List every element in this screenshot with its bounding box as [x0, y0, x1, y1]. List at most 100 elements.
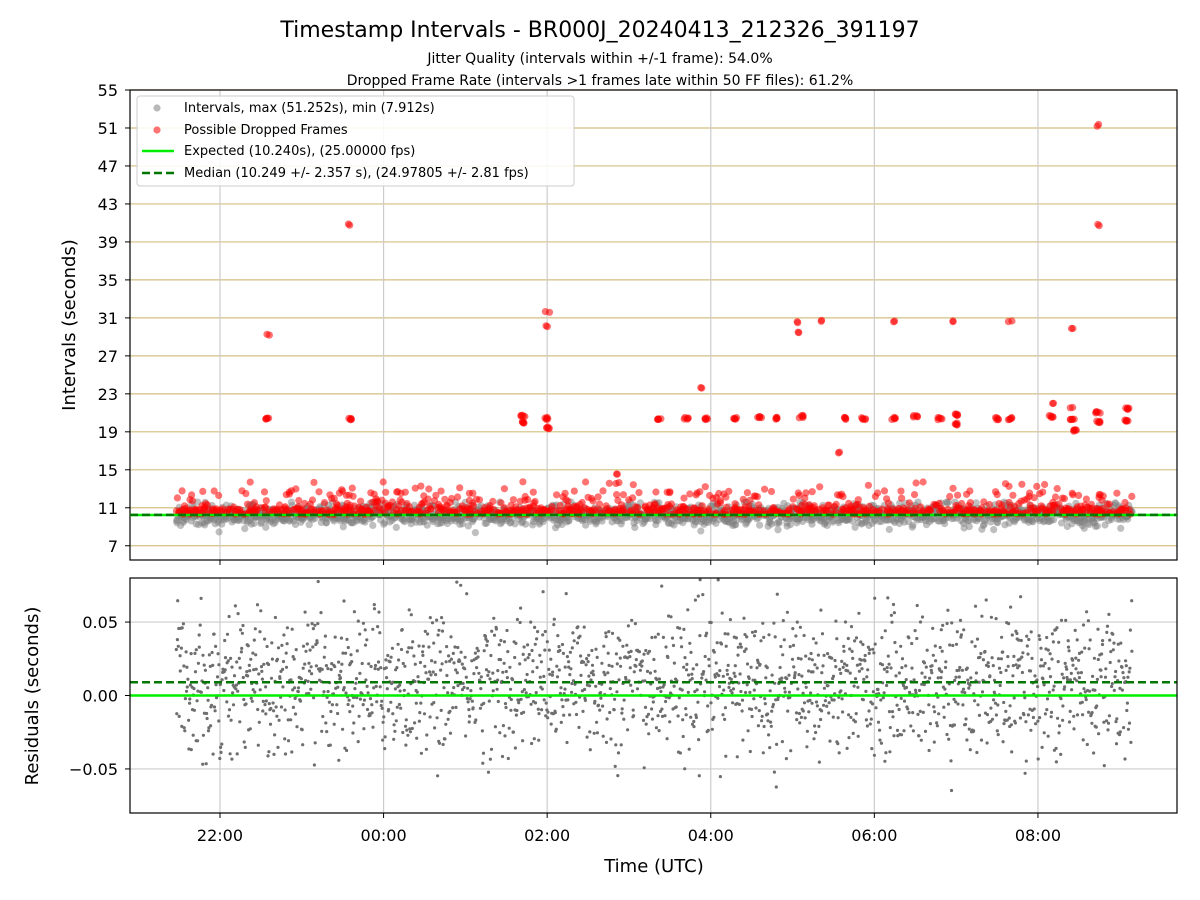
residual-point: [333, 635, 337, 639]
residual-point: [438, 650, 442, 654]
residual-point: [367, 662, 371, 666]
residual-point: [283, 708, 287, 712]
residual-point: [188, 697, 192, 701]
residual-point: [264, 712, 268, 716]
residual-point: [335, 703, 339, 707]
residual-point: [428, 616, 432, 620]
residual-point: [657, 677, 662, 681]
residual-point: [1083, 690, 1087, 694]
residual-point: [551, 670, 555, 674]
residual-point: [1084, 698, 1088, 702]
residual-point: [217, 719, 221, 723]
residual-point: [747, 676, 751, 681]
residual-point: [933, 710, 937, 714]
residual-point: [975, 637, 980, 641]
residual-point: [836, 742, 840, 746]
dropped-frame-point: [262, 415, 270, 423]
residual-point: [736, 645, 740, 649]
residual-point: [488, 677, 492, 681]
residual-point: [417, 719, 421, 723]
residual-point: [1012, 696, 1016, 700]
residual-point: [867, 651, 871, 656]
interval-point: [631, 523, 639, 532]
residual-point: [725, 672, 730, 676]
residual-point: [839, 671, 843, 676]
residual-point: [817, 760, 822, 764]
residual-point: [684, 707, 688, 711]
residual-point: [702, 670, 706, 674]
residual-point: [654, 726, 659, 730]
residual-point: [521, 739, 525, 743]
residual-point: [947, 737, 951, 741]
residual-point: [1030, 656, 1034, 661]
residual-point: [729, 677, 733, 681]
residual-point: [591, 669, 595, 673]
residual-point: [492, 633, 497, 637]
interval-point: [941, 520, 949, 528]
dropped-frame-point: [469, 489, 477, 497]
residuals-points: [174, 578, 1134, 793]
residual-point: [913, 629, 917, 633]
residual-point: [683, 767, 687, 771]
residual-point: [276, 745, 280, 750]
residual-point: [670, 636, 675, 640]
residual-point: [210, 650, 214, 655]
dropped-frame-point: [817, 317, 825, 325]
residual-point: [299, 677, 303, 681]
residual-point: [456, 684, 460, 688]
residual-point: [471, 706, 475, 710]
residual-point: [1105, 624, 1110, 628]
residual-point: [809, 651, 813, 656]
residual-point: [744, 647, 748, 651]
residual-point: [1075, 679, 1079, 683]
residual-point: [616, 774, 620, 778]
residual-point: [958, 618, 963, 623]
residual-point: [568, 713, 572, 717]
residual-point: [275, 657, 279, 662]
residual-point: [973, 699, 977, 703]
residual-point: [558, 648, 562, 653]
residual-point: [270, 657, 274, 661]
residual-point: [541, 633, 545, 637]
dropped-frame-point: [891, 414, 900, 422]
interval-point: [565, 517, 573, 525]
intervals-y-tick-label: 39: [98, 233, 118, 252]
residual-point: [504, 705, 508, 710]
residual-point: [511, 730, 515, 734]
residual-point: [427, 645, 431, 649]
residual-point: [251, 688, 255, 692]
residual-point: [286, 739, 291, 743]
residual-point: [999, 657, 1004, 661]
residual-point: [1111, 632, 1115, 636]
residual-point: [733, 674, 737, 679]
dropped-frame-point: [832, 500, 840, 508]
residual-point: [178, 654, 182, 658]
residual-point: [239, 650, 243, 654]
residual-point: [560, 642, 565, 647]
residual-point: [567, 660, 571, 664]
residual-point: [497, 643, 501, 647]
dropped-frame-point: [743, 489, 752, 497]
residual-point: [758, 662, 762, 667]
residual-point: [522, 645, 526, 649]
residual-point: [544, 701, 548, 705]
residual-point: [825, 704, 829, 708]
interval-point: [1117, 524, 1125, 532]
residual-point: [431, 670, 435, 674]
residual-point: [273, 615, 277, 620]
dropped-frame-point: [199, 487, 207, 495]
residual-point: [826, 652, 830, 656]
residual-point: [439, 668, 443, 672]
residual-point: [393, 729, 397, 733]
residual-point: [480, 729, 484, 733]
residual-point: [882, 691, 886, 695]
residual-point: [1104, 667, 1108, 671]
residual-point: [792, 665, 796, 669]
residual-point: [876, 720, 881, 724]
intervals-y-tick-label: 55: [98, 81, 118, 100]
residual-point: [681, 718, 685, 722]
residual-point: [804, 685, 808, 689]
residual-point: [852, 684, 856, 688]
dropped-frame-point: [1049, 399, 1057, 408]
residual-point: [738, 642, 742, 646]
